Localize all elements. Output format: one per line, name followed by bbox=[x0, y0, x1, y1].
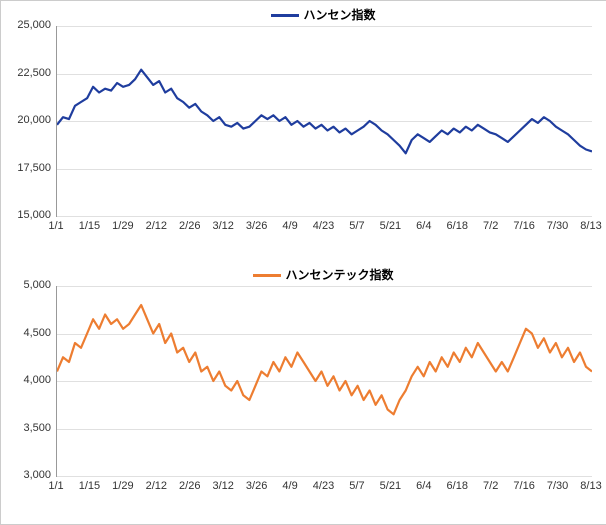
hangseng-tech-series-line bbox=[57, 305, 592, 414]
hangseng-legend-line bbox=[271, 14, 299, 17]
hangseng-tech-title: ハンセンテック指数 bbox=[285, 268, 393, 282]
chart-container: ハンセン指数 15,000 17,500 20,000 22,500 25,000 1/1 1… bbox=[0, 0, 606, 525]
hangseng-x-label: 2/12 bbox=[146, 220, 167, 232]
hangseng-x-label: 6/18 bbox=[447, 220, 468, 232]
hangseng-tech-y-label: 5,000 bbox=[6, 279, 51, 291]
hangseng-y-label: 25,000 bbox=[6, 19, 51, 31]
hangseng-tech-legend: ハンセンテック指数 bbox=[56, 266, 591, 283]
hangseng-tech-x-label: 7/16 bbox=[513, 480, 534, 492]
hangseng-plot-area bbox=[56, 26, 592, 217]
hangseng-x-label: 2/26 bbox=[179, 220, 200, 232]
hangseng-tech-legend-line bbox=[253, 274, 281, 277]
hangseng-x-label: 1/15 bbox=[79, 220, 100, 232]
hangseng-legend: ハンセン指数 bbox=[56, 6, 591, 23]
hangseng-x-label: 3/12 bbox=[212, 220, 233, 232]
hangseng-tech-x-label: 4/23 bbox=[313, 480, 334, 492]
hangseng-tech-x-label: 1/15 bbox=[79, 480, 100, 492]
hangseng-tech-x-label: 4/9 bbox=[282, 480, 297, 492]
hangseng-x-label: 1/1 bbox=[48, 220, 63, 232]
hangseng-y-label: 20,000 bbox=[6, 114, 51, 126]
hangseng-gridline bbox=[57, 216, 592, 217]
hangseng-x-label: 7/30 bbox=[547, 220, 568, 232]
hangseng-series-line bbox=[57, 70, 592, 154]
hangseng-y-label: 15,000 bbox=[6, 209, 51, 221]
hangseng-x-label: 1/29 bbox=[112, 220, 133, 232]
hangseng-tech-x-label: 6/18 bbox=[447, 480, 468, 492]
hangseng-tech-x-label: 7/30 bbox=[547, 480, 568, 492]
hangseng-tech-y-label: 4,500 bbox=[6, 327, 51, 339]
hangseng-tech-x-label: 3/26 bbox=[246, 480, 267, 492]
hangseng-tech-y-label: 3,000 bbox=[6, 469, 51, 481]
hangseng-tech-x-label: 2/26 bbox=[179, 480, 200, 492]
hangseng-tech-x-label: 6/4 bbox=[416, 480, 431, 492]
hangseng-tech-x-label: 7/2 bbox=[483, 480, 498, 492]
hangseng-tech-y-label: 3,500 bbox=[6, 422, 51, 434]
hangseng-x-label: 3/26 bbox=[246, 220, 267, 232]
hangseng-x-label: 8/13 bbox=[580, 220, 601, 232]
hangseng-tech-x-label: 8/13 bbox=[580, 480, 601, 492]
hangseng-x-label: 6/4 bbox=[416, 220, 431, 232]
hangseng-title: ハンセン指数 bbox=[303, 8, 375, 22]
hangseng-tech-line-svg bbox=[57, 286, 592, 476]
hangseng-tech-y-label: 4,000 bbox=[6, 374, 51, 386]
hangseng-x-label: 5/21 bbox=[380, 220, 401, 232]
hangseng-tech-x-label: 3/12 bbox=[212, 480, 233, 492]
hangseng-tech-x-label: 1/1 bbox=[48, 480, 63, 492]
hangseng-tech-x-label: 5/7 bbox=[349, 480, 364, 492]
hangseng-x-label: 5/7 bbox=[349, 220, 364, 232]
hangseng-tech-x-label: 1/29 bbox=[112, 480, 133, 492]
hangseng-x-label: 4/23 bbox=[313, 220, 334, 232]
hangseng-tech-x-label: 2/12 bbox=[146, 480, 167, 492]
hangseng-x-label: 7/16 bbox=[513, 220, 534, 232]
hangseng-tech-plot-area bbox=[56, 286, 592, 477]
hangseng-x-label: 7/2 bbox=[483, 220, 498, 232]
hangseng-y-label: 22,500 bbox=[6, 67, 51, 79]
hangseng-line-svg bbox=[57, 26, 592, 216]
hangseng-tech-x-label: 5/21 bbox=[380, 480, 401, 492]
hangseng-y-label: 17,500 bbox=[6, 162, 51, 174]
hangseng-tech-gridline bbox=[57, 476, 592, 477]
hangseng-x-label: 4/9 bbox=[282, 220, 297, 232]
